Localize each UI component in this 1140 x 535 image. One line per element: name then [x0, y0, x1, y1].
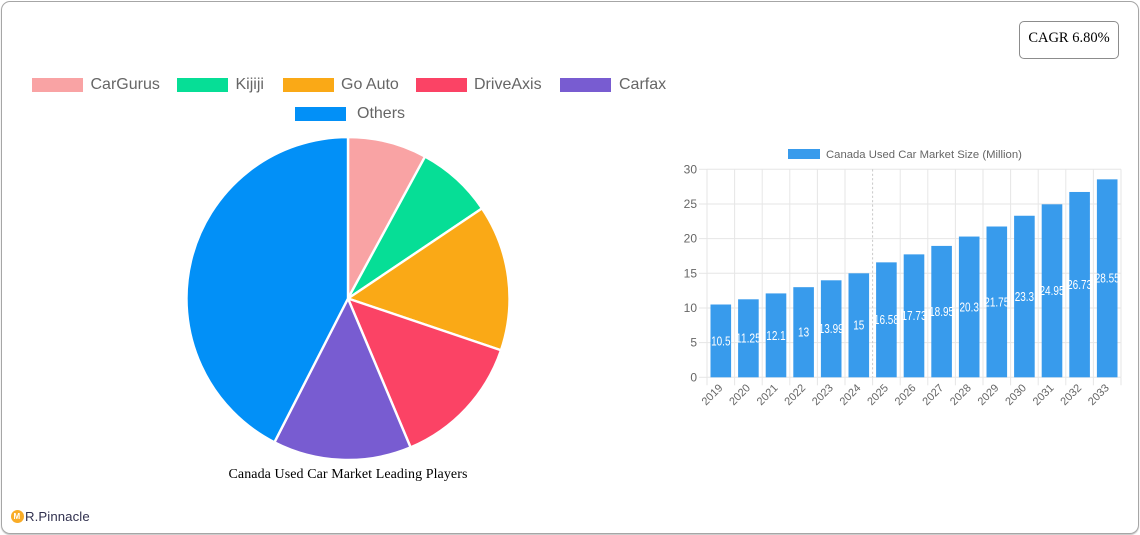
svg-text:2033: 2033: [1086, 382, 1112, 408]
svg-text:2021: 2021: [755, 382, 781, 408]
svg-text:23.3: 23.3: [1015, 290, 1034, 304]
svg-text:2022: 2022: [782, 382, 808, 408]
svg-text:15: 15: [853, 319, 864, 333]
svg-text:17.73: 17.73: [902, 309, 927, 323]
svg-text:18.95: 18.95: [929, 305, 954, 319]
svg-text:20.3: 20.3: [960, 300, 979, 314]
svg-text:12.1: 12.1: [766, 329, 785, 343]
svg-text:13.99: 13.99: [819, 322, 844, 336]
svg-text:30: 30: [684, 162, 698, 176]
svg-text:2027: 2027: [920, 382, 946, 408]
svg-text:2019: 2019: [700, 382, 726, 408]
svg-text:10: 10: [684, 301, 698, 315]
svg-text:20: 20: [684, 232, 698, 246]
svg-text:2028: 2028: [948, 382, 974, 408]
svg-text:24.95: 24.95: [1040, 284, 1065, 298]
svg-text:11.25: 11.25: [736, 332, 761, 346]
svg-text:10.5: 10.5: [711, 334, 730, 348]
svg-text:21.75: 21.75: [984, 295, 1009, 309]
svg-text:2026: 2026: [893, 382, 919, 408]
svg-text:26.73: 26.73: [1067, 278, 1092, 292]
svg-text:2032: 2032: [1058, 382, 1084, 408]
svg-text:2029: 2029: [976, 382, 1002, 408]
svg-text:0: 0: [690, 370, 697, 384]
svg-text:2020: 2020: [727, 382, 753, 408]
svg-text:2030: 2030: [1003, 382, 1029, 408]
svg-text:28.55: 28.55: [1095, 272, 1120, 286]
svg-text:5: 5: [690, 336, 697, 350]
svg-text:13: 13: [798, 326, 809, 340]
svg-text:2023: 2023: [810, 382, 836, 408]
svg-text:25: 25: [684, 197, 698, 211]
svg-text:2024: 2024: [838, 382, 864, 408]
svg-text:2031: 2031: [1031, 382, 1057, 408]
svg-text:16.58: 16.58: [874, 313, 899, 327]
svg-text:2025: 2025: [865, 382, 891, 408]
svg-text:15: 15: [684, 266, 698, 280]
